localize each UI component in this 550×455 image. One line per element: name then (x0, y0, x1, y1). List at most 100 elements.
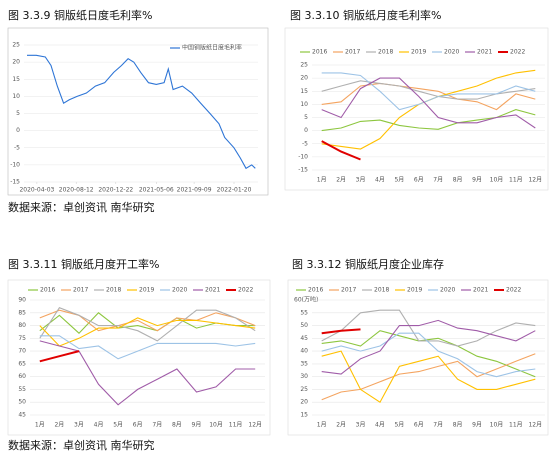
x-tick-label: 2021-05-06 (139, 187, 174, 194)
chart-title: 图 3.3.10 铜版纸月度毛利率% (290, 8, 441, 22)
x-tick-label: 4月 (375, 177, 385, 184)
series-line (321, 319, 536, 375)
series-line (321, 109, 536, 132)
legend-label: 2019 (411, 49, 426, 56)
x-tick-label: 1月 (35, 422, 45, 429)
x-tick-label: 2020-04-03 (19, 187, 54, 194)
x-tick-label: 9月 (472, 422, 482, 429)
legend-label: 2020 (444, 49, 459, 56)
y-tick-label: 70 (18, 348, 26, 355)
x-tick-label: 9月 (192, 422, 202, 429)
y-tick-label: 15 (300, 412, 308, 419)
y-tick-label: 75 (18, 335, 26, 342)
y-tick-label: 15 (300, 88, 308, 95)
y-tick-label: 0 (304, 127, 308, 134)
y-tick-label: -15 (298, 167, 308, 174)
legend-label: 2018 (106, 287, 121, 294)
legend-label: 2021 (205, 287, 220, 294)
x-tick-label: 12月 (248, 422, 262, 429)
x-tick-label: 10月 (490, 177, 504, 184)
legend-label: 中国铜版纸日度毛利率 (182, 44, 242, 52)
y-tick-label: -15 (10, 179, 20, 186)
x-tick-label: 7月 (433, 422, 443, 429)
x-tick-label: 11月 (509, 422, 523, 429)
y-tick-label: 60 (18, 373, 26, 380)
y-tick-label: 55 (18, 386, 26, 393)
x-tick-label: 2月 (336, 177, 346, 184)
y-tick-label: 45 (18, 412, 26, 419)
series-line (321, 332, 536, 378)
series-line (321, 140, 361, 161)
series-line (39, 307, 256, 342)
y-tick-label: 20 (12, 59, 20, 66)
y-tick-label: 10 (300, 101, 308, 108)
legend-label: 2019 (407, 287, 422, 294)
frame (7, 279, 271, 436)
x-tick-label: 7月 (433, 177, 443, 184)
series-line (321, 350, 536, 403)
series-line (321, 353, 536, 401)
y-tick-label: 40 (300, 348, 308, 355)
x-tick-label: 4月 (375, 422, 385, 429)
y-tick-label: 5 (304, 114, 308, 121)
x-tick-label: 2022-01-20 (217, 187, 252, 194)
x-tick-label: 10月 (209, 422, 223, 429)
legend-label: 2022 (510, 49, 525, 56)
y-tick-label: 10 (12, 93, 20, 100)
y-tick-label: 50 (300, 322, 308, 329)
legend-label: 2021 (473, 287, 488, 294)
x-tick-label: 1月 (317, 422, 327, 429)
series-line (39, 335, 256, 360)
y-tick-label: 35 (300, 360, 308, 367)
y-tick-label: 80 (18, 322, 26, 329)
x-tick-label: 3月 (356, 422, 366, 429)
y-tick-label: -5 (302, 140, 308, 147)
y-tick-label: 15 (12, 76, 20, 83)
y-tick-label: 20 (300, 399, 308, 406)
y-tick-label: 45 (300, 335, 308, 342)
y-tick-label: -10 (298, 153, 308, 160)
x-tick-label: 2021-09-09 (177, 187, 212, 194)
legend-label: 2020 (440, 287, 455, 294)
series-line (39, 312, 256, 334)
chart-title: 图 3.3.11 铜版纸月度开工率% (8, 257, 159, 271)
x-tick-label: 6月 (414, 422, 424, 429)
legend-label: 2016 (312, 49, 327, 56)
source: 数据来源：卓创资讯 南华研究 (8, 200, 155, 214)
legend-label: 2017 (73, 287, 88, 294)
legend-label: 2020 (172, 287, 187, 294)
y-tick-label: 55 (300, 309, 308, 316)
y-tick-label: 30 (300, 373, 308, 380)
legend-label: 2021 (477, 49, 492, 56)
x-tick-label: 2020-08-12 (59, 187, 94, 194)
y-tick-label: 60(万吨) (294, 296, 318, 304)
series-line (27, 54, 256, 170)
x-tick-label: 6月 (133, 422, 143, 429)
legend-label: 2019 (139, 287, 154, 294)
series-line (321, 330, 536, 378)
series-line (39, 317, 256, 347)
legend-label: 2016 (308, 287, 323, 294)
x-tick-label: 12月 (528, 177, 542, 184)
legend-label: 2022 (238, 287, 253, 294)
y-tick-label: 25 (300, 386, 308, 393)
legend-label: 2022 (506, 287, 521, 294)
x-tick-label: 11月 (229, 422, 243, 429)
legend-label: 2018 (378, 49, 393, 56)
y-tick-label: 0 (16, 127, 20, 134)
x-tick-label: 8月 (453, 422, 463, 429)
series-line (321, 77, 536, 129)
x-tick-label: 8月 (172, 422, 182, 429)
x-tick-label: 1月 (317, 177, 327, 184)
series-line (39, 350, 80, 363)
series-line (321, 328, 361, 335)
frame (284, 27, 549, 191)
source: 数据来源：卓创资讯 南华研究 (8, 438, 155, 452)
chart-title: 图 3.3.12 铜版纸月度企业库存 (292, 257, 444, 271)
frame (7, 27, 269, 196)
y-tick-label: 90 (18, 297, 26, 304)
x-tick-label: 3月 (356, 177, 366, 184)
x-tick-label: 11月 (509, 177, 523, 184)
x-tick-label: 2020-12-22 (98, 187, 133, 194)
